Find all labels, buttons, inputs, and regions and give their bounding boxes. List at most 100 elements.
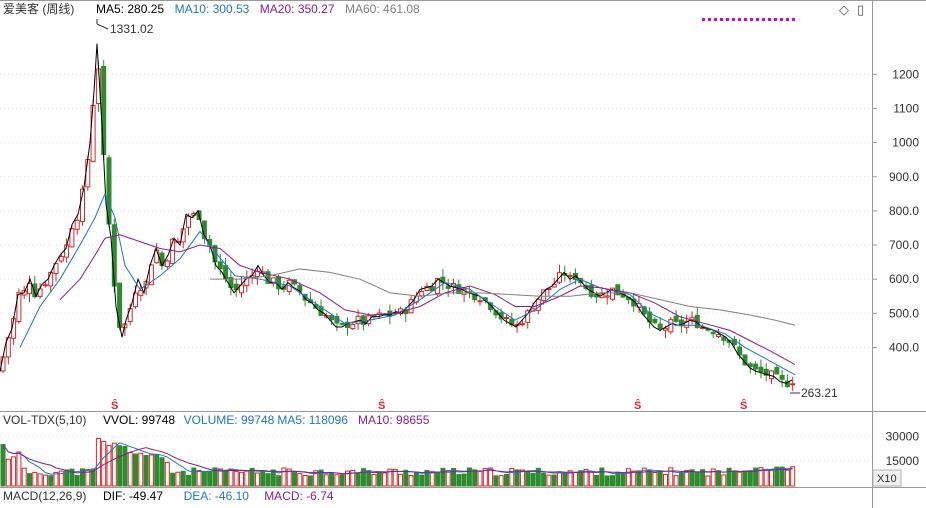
volume-bar-up bbox=[519, 469, 525, 487]
candle-up bbox=[567, 274, 573, 277]
volume-bar-down bbox=[456, 474, 462, 487]
volume-bar-up bbox=[631, 470, 637, 487]
volume-unit-box bbox=[872, 469, 902, 487]
volume-bar-up bbox=[392, 468, 398, 487]
volume-bar-down bbox=[525, 470, 531, 487]
volume-bar-down bbox=[292, 472, 297, 487]
volume-bar-down bbox=[700, 469, 706, 487]
candle-down bbox=[371, 314, 377, 317]
candle-up bbox=[477, 300, 483, 303]
price-tick-label: 900.0 bbox=[889, 170, 919, 184]
volume-bar-down bbox=[747, 470, 753, 487]
volume-bar-down bbox=[143, 455, 149, 487]
ma-legend-item: MA20: 350.27 bbox=[260, 2, 335, 16]
volume-bar-up bbox=[254, 472, 260, 487]
volume-bar-down bbox=[615, 471, 621, 487]
volume-bar-down bbox=[249, 467, 255, 487]
volume-bar-up bbox=[588, 471, 594, 487]
candle-down bbox=[721, 336, 727, 341]
volume-bar-up bbox=[148, 454, 154, 487]
macd-indicator-name: MACD(12,26,9) bbox=[3, 489, 86, 503]
price-tick-label: 1000 bbox=[892, 136, 919, 150]
volume-bar-down bbox=[424, 469, 430, 487]
volume-header-item: MA5: 118096 bbox=[277, 413, 348, 427]
candle-up bbox=[684, 320, 690, 328]
volume-bar-up bbox=[445, 470, 451, 487]
candle-up bbox=[148, 264, 154, 286]
volume-bar-down bbox=[307, 475, 313, 487]
candle-up bbox=[164, 260, 170, 268]
volume-bar-up bbox=[228, 468, 234, 487]
volume-bar-down bbox=[329, 473, 335, 487]
candle-down bbox=[472, 293, 478, 301]
volume-bar-up bbox=[710, 468, 716, 487]
volume-bar-up bbox=[721, 474, 727, 487]
volume-bar-down bbox=[180, 470, 186, 487]
candle-up bbox=[154, 249, 160, 264]
volume-bar-down bbox=[726, 467, 732, 487]
volume-bar-down bbox=[731, 470, 737, 487]
ma-legend: MA5: 280.25 MA10: 300.53 MA20: 350.27 MA60:… bbox=[96, 2, 420, 16]
candle-down bbox=[615, 284, 621, 296]
volume-bar-down bbox=[779, 466, 785, 487]
volume-bar-down bbox=[223, 470, 229, 487]
volume-bar-up bbox=[625, 468, 631, 487]
volume-bar-up bbox=[11, 456, 17, 487]
volume-ma10-line bbox=[2, 444, 793, 475]
candle-down bbox=[32, 283, 38, 298]
volume-bar-down bbox=[562, 471, 568, 487]
volume-bar-down bbox=[466, 467, 472, 487]
candle-up bbox=[270, 277, 276, 284]
volume-bar-down bbox=[69, 468, 75, 487]
candle-down bbox=[747, 363, 753, 368]
candle-up bbox=[48, 272, 54, 287]
volume-bar-up bbox=[164, 461, 170, 487]
volume-bar-down bbox=[514, 469, 520, 487]
macd-legend: DIF: -49.47 DEA: -46.10 MACD: -6.74 bbox=[103, 489, 334, 503]
volume-unit: X10 bbox=[877, 473, 897, 485]
high-annotation: 1331.02 bbox=[96, 19, 154, 36]
macd-header-item: DEA: -46.10 bbox=[184, 489, 250, 503]
macd-header-item: DIF: -49.47 bbox=[103, 489, 163, 503]
volume-bar-up bbox=[16, 451, 22, 487]
candle-down bbox=[498, 312, 504, 320]
volume-bar-up bbox=[345, 470, 350, 487]
candle-down bbox=[678, 319, 684, 327]
candle-up bbox=[668, 319, 674, 333]
volume-bar-up bbox=[138, 452, 144, 487]
candle-up bbox=[769, 370, 774, 380]
volume-bar-down bbox=[594, 474, 600, 487]
volume-bar-up bbox=[398, 473, 403, 487]
volume-bar-down bbox=[403, 469, 409, 487]
candle-down bbox=[710, 331, 716, 335]
volume-bar-up bbox=[233, 470, 239, 487]
candle-down bbox=[657, 323, 663, 329]
ma-legend-item: MA60: 461.08 bbox=[345, 2, 420, 16]
volume-bar-down bbox=[260, 471, 266, 487]
candle-up bbox=[58, 255, 64, 262]
price-tick-label: 800.0 bbox=[889, 204, 919, 218]
candle-down bbox=[440, 276, 446, 284]
volume-bar-down bbox=[207, 470, 213, 487]
volume-tick-label: 15000 bbox=[886, 454, 920, 468]
volume-bar-down bbox=[419, 474, 425, 487]
candle-up bbox=[716, 334, 721, 337]
candle-up bbox=[42, 284, 48, 287]
volume-bar-up bbox=[482, 468, 488, 487]
candle-up bbox=[53, 263, 59, 275]
volume-bar-up bbox=[196, 469, 202, 487]
volume-legend: VVOL: 99748 VOLUME: 99748 MA5: 118096 MA10:… bbox=[103, 413, 430, 427]
stock-name: 爱美客 (周线) bbox=[3, 1, 74, 16]
volume-bar-down bbox=[270, 469, 276, 487]
ma60-line bbox=[210, 268, 796, 326]
window-icon[interactable]: ▯ bbox=[857, 2, 864, 17]
volume-bar-up bbox=[281, 467, 287, 487]
volume-bar-up bbox=[350, 469, 356, 487]
diamond-icon[interactable]: ◇ bbox=[839, 2, 849, 17]
volume-bar-down bbox=[647, 469, 653, 487]
volume-bar-up bbox=[663, 473, 668, 487]
volume-bar-up bbox=[85, 469, 91, 487]
volume-bar-up bbox=[784, 469, 790, 487]
high-leader-diag bbox=[96, 23, 109, 30]
